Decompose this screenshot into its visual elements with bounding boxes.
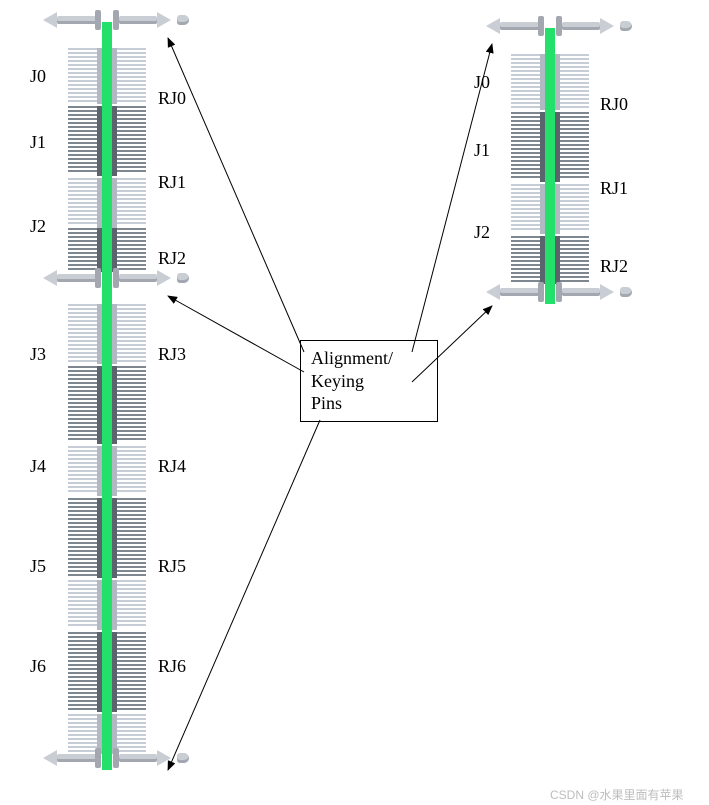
left-row2-left [68, 178, 100, 226]
left-label-rj1: RJ1 [158, 172, 186, 193]
left-label-j4: J4 [30, 456, 46, 477]
left-label-j3: J3 [30, 344, 46, 365]
left-row2-right [114, 178, 146, 226]
right-label-j0: J0 [474, 72, 490, 93]
right-spine-overlay [545, 28, 555, 304]
left-label-j5: J5 [30, 556, 46, 577]
right-label-j1: J1 [474, 140, 490, 161]
right-label-rj1: RJ1 [600, 178, 628, 199]
right-label-rj2: RJ2 [600, 256, 628, 277]
left-row7-left [68, 498, 100, 578]
right-row0-right [557, 54, 589, 110]
left-label-j6: J6 [30, 656, 46, 677]
left-row7-right [114, 498, 146, 578]
left-row4-left [68, 304, 100, 364]
alignment-pin-left-1 [47, 266, 187, 290]
left-label-rj2: RJ2 [158, 248, 186, 269]
left-label-rj4: RJ4 [158, 456, 186, 477]
left-row8-right [114, 580, 146, 628]
callout-line-2: Pins [311, 392, 427, 415]
callout-line-0: Alignment/ [311, 347, 427, 370]
left-row6-right [114, 446, 146, 494]
watermark: CSDN @水果里面有苹果 [550, 786, 684, 803]
left-row4-right [114, 304, 146, 364]
left-label-j1: J1 [30, 132, 46, 153]
left-label-j2: J2 [30, 216, 46, 237]
left-spine-overlay [102, 22, 112, 770]
right-row2-right [557, 184, 589, 232]
right-row3-left [511, 236, 543, 284]
left-row9-right [114, 632, 146, 712]
callout-line-1: Keying [311, 370, 427, 393]
right-row2-left [511, 184, 543, 232]
left-row0-right [114, 48, 146, 104]
arrow-2 [168, 420, 320, 770]
left-label-rj3: RJ3 [158, 344, 186, 365]
left-row0-left [68, 48, 100, 104]
left-row1-right [114, 106, 146, 174]
right-row1-left [511, 112, 543, 180]
arrow-1 [168, 296, 304, 372]
left-row5-left [68, 366, 100, 442]
left-label-rj0: RJ0 [158, 88, 186, 109]
arrow-0 [168, 38, 304, 352]
alignment-pin-left-2 [47, 746, 187, 770]
left-label-rj6: RJ6 [158, 656, 186, 677]
alignment-pin-right-1 [490, 280, 630, 304]
alignment-pin-right-0 [490, 14, 630, 38]
left-row9-left [68, 632, 100, 712]
callout-box: Alignment/KeyingPins [300, 340, 438, 422]
right-row1-right [557, 112, 589, 180]
right-row3-right [557, 236, 589, 284]
diagram-canvas: J0 J1 J2 J3 J4 J5 J6 RJ0 RJ1 RJ2 RJ3 RJ4 RJ5 RJ6 J0 J1 J… [0, 0, 709, 805]
right-label-j2: J2 [474, 222, 490, 243]
right-row0-left [511, 54, 543, 110]
left-label-rj5: RJ5 [158, 556, 186, 577]
right-label-rj0: RJ0 [600, 94, 628, 115]
left-row1-left [68, 106, 100, 174]
left-label-j0: J0 [30, 66, 46, 87]
left-row6-left [68, 446, 100, 494]
left-row8-left [68, 580, 100, 628]
left-row5-right [114, 366, 146, 442]
alignment-pin-left-0 [47, 8, 187, 32]
